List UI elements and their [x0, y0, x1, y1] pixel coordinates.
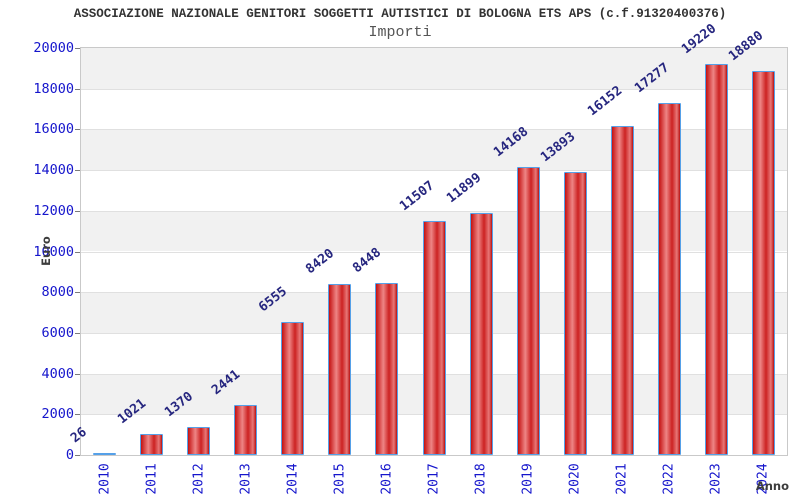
x-tick-label-2011: 2011 [144, 463, 160, 495]
x-tick-label-2018: 2018 [473, 463, 489, 495]
bar-2015 [328, 283, 352, 455]
gridline-16000 [81, 129, 787, 131]
y-tick-mark-16000 [75, 129, 80, 131]
bar-2016 [375, 283, 399, 455]
bar-2023 [704, 63, 728, 455]
y-tick-label-20000: 20000 [33, 40, 74, 56]
x-tick-label-2017: 2017 [426, 463, 442, 495]
y-tick-mark-10000 [75, 251, 80, 253]
x-tick-label-2013: 2013 [238, 463, 254, 495]
x-tick-label-2016: 2016 [379, 463, 395, 495]
y-tick-label-12000: 12000 [33, 202, 74, 219]
gridline-18000 [81, 88, 787, 90]
y-axis-label: Euro [39, 236, 53, 266]
y-tick-label-2000: 2000 [41, 406, 74, 423]
y-tick-label-16000: 16000 [33, 121, 74, 138]
bar-2021 [610, 126, 634, 455]
y-tick-label-10000: 10000 [33, 243, 74, 260]
bar-2022 [657, 103, 681, 455]
y-tick-label-6000: 6000 [41, 324, 74, 341]
bar-2019 [516, 166, 540, 455]
bar-2014 [281, 321, 305, 455]
plot-band [81, 88, 787, 130]
x-tick-label-2010: 2010 [97, 463, 113, 495]
x-tick-label-2012: 2012 [191, 463, 207, 495]
bar-2010 [93, 453, 117, 455]
y-tick-mark-8000 [75, 292, 80, 294]
x-axis-label: Anno [755, 479, 789, 493]
y-tick-mark-6000 [75, 332, 80, 334]
y-tick-mark-14000 [75, 170, 80, 172]
x-tick-label-2014: 2014 [285, 463, 301, 495]
y-tick-label-18000: 18000 [33, 80, 74, 97]
x-tick-label-2015: 2015 [332, 463, 348, 495]
bar-2024 [751, 70, 775, 455]
bar-2011 [140, 434, 164, 455]
y-tick-mark-18000 [75, 88, 80, 90]
bar-2012 [187, 427, 211, 455]
y-tick-mark-20000 [75, 48, 80, 49]
chart-subtitle: Importi [368, 24, 432, 41]
y-tick-label-0: 0 [65, 447, 74, 463]
y-tick-mark-2000 [75, 414, 80, 416]
y-tick-mark-0 [75, 455, 80, 456]
y-tick-label-8000: 8000 [41, 284, 74, 301]
x-tick-label-2023: 2023 [708, 463, 724, 495]
gridline-12000 [81, 210, 787, 212]
x-tick-label-2022: 2022 [661, 463, 677, 495]
chart-title: ASSOCIAZIONE NAZIONALE GENITORI SOGGETTI… [73, 7, 727, 21]
plot-band [81, 48, 787, 89]
x-tick-label-2019: 2019 [520, 463, 536, 495]
bar-2018 [469, 212, 493, 455]
x-tick-label-2020: 2020 [567, 463, 583, 495]
y-tick-mark-12000 [75, 210, 80, 212]
y-tick-mark-4000 [75, 373, 80, 375]
plot-band [81, 129, 787, 171]
bar-2020 [563, 172, 587, 455]
bar-2017 [422, 220, 446, 455]
y-tick-label-4000: 4000 [41, 365, 74, 382]
y-tick-label-14000: 14000 [33, 162, 74, 179]
plot-area: 26 1021 1370 2441 6555 8420 8448 11507 11899 1416… [68, 21, 788, 456]
bar-2013 [234, 405, 258, 455]
gridline-14000 [81, 170, 787, 172]
x-tick-label-2021: 2021 [614, 463, 630, 495]
